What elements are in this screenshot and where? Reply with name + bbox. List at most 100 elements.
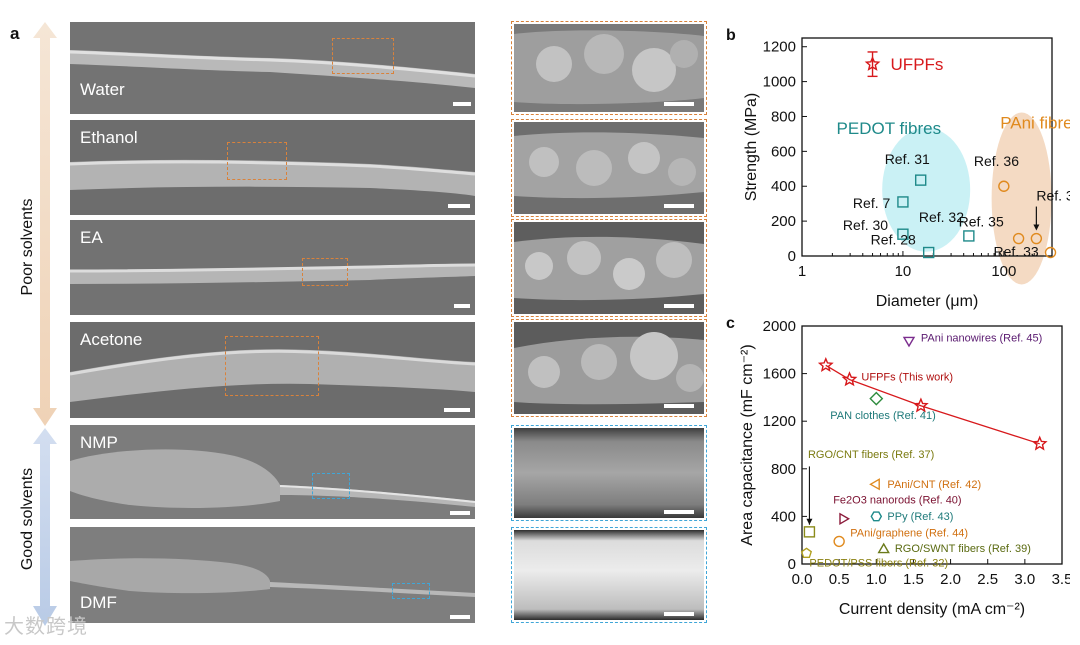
data-point — [800, 547, 813, 558]
panel-b-letter: b — [726, 27, 736, 44]
scale-bar — [450, 615, 470, 619]
zoom-region-box — [302, 258, 348, 286]
point-label: Ref. 28 — [871, 232, 916, 248]
point-label: Ref. 35 — [959, 214, 1004, 230]
sem-image-water: Water — [70, 22, 475, 114]
good-solvent-arrow — [33, 428, 57, 626]
data-point — [877, 542, 890, 554]
sem-image-dmf: DMF — [70, 527, 475, 623]
series-label: UFPFs (This work) — [861, 372, 953, 384]
series-pani-cnt-ref-42-: PAni/CNT (Ref. 42) — [869, 478, 981, 491]
scale-bar — [664, 404, 694, 408]
point-label: Ref. 36 — [974, 153, 1019, 169]
plot-frame — [801, 37, 1053, 257]
scale-bar — [454, 304, 470, 308]
point-label: Ref. 30 — [843, 217, 888, 233]
x-tick-label: 3.5 — [1052, 571, 1070, 588]
x-tick-label: 10 — [895, 263, 912, 280]
solvent-label: EA — [80, 228, 103, 247]
point-label: Ref. 32 — [919, 209, 964, 225]
fiber-texture — [70, 425, 475, 519]
data-point — [914, 174, 927, 186]
solvent-label: Water — [80, 80, 125, 99]
zoom-texture — [514, 428, 704, 518]
point-label: Ref. 34 — [1036, 188, 1070, 204]
data-point — [870, 511, 883, 522]
pani-fibres-label: PAni fibres — [1000, 114, 1070, 133]
zoom-texture — [514, 24, 704, 112]
series-pedot-pss-fibers-ref-32-: PEDOT/PSS fibers (Ref. 32) — [800, 547, 948, 569]
data-point — [1030, 232, 1043, 245]
x-axis-label: Current density (mA cm⁻²) — [839, 601, 1025, 618]
x-tick-label: 2.5 — [977, 571, 998, 588]
data-point — [817, 356, 834, 372]
x-tick-label: 1.5 — [903, 571, 924, 588]
x-tick-label: 100 — [991, 263, 1016, 280]
sem-image-ea: EA — [70, 220, 475, 315]
fiber-texture — [70, 322, 475, 418]
zoom-region-box — [312, 473, 350, 499]
data-point — [897, 228, 909, 240]
point-label: Ref. 31 — [885, 151, 930, 167]
data-point — [864, 55, 881, 71]
series-label: PAN clothes (Ref. 41) — [830, 410, 936, 422]
y-axis-label: Area capacitance (mF cm⁻²) — [739, 344, 756, 545]
zoom-image-acetone — [511, 319, 707, 417]
data-point — [833, 535, 845, 548]
x-tick-label: 1.0 — [866, 571, 887, 588]
data-point — [1031, 435, 1048, 451]
scale-bar — [664, 612, 694, 616]
x-tick-label: 0.5 — [829, 571, 850, 588]
series-ppy-ref-43-: PPy (Ref. 43) — [870, 511, 953, 523]
scale-bar — [450, 511, 470, 515]
data-point — [869, 478, 880, 491]
plot-frame — [801, 325, 1063, 565]
solvent-arrows — [33, 22, 57, 626]
pedot-region — [882, 127, 971, 252]
series-label: PAni/CNT (Ref. 42) — [887, 479, 981, 491]
y-tick-label: 400 — [771, 508, 796, 525]
y-tick-label: 1200 — [763, 39, 796, 56]
series-label: Fe2O3 nanorods (Ref. 40) — [833, 494, 961, 506]
y-tick-label: 200 — [771, 213, 796, 230]
series-label: RGO/SWNT fibers (Ref. 39) — [895, 543, 1031, 555]
scale-bar — [664, 304, 694, 308]
zoom-texture — [514, 530, 704, 620]
fiber-texture — [70, 527, 475, 623]
y-tick-label: 1200 — [763, 413, 796, 430]
x-axis-label: Diameter (μm) — [876, 293, 979, 310]
data-point — [998, 180, 1010, 192]
sem-image-nmp: NMP — [70, 425, 475, 519]
scale-bar — [444, 408, 470, 412]
zoom-image-dmf — [511, 527, 707, 623]
solvent-label: DMF — [80, 593, 117, 612]
series-rgo-cnt-fibers-ref-37-: RGO/CNT fibers (Ref. 37) — [803, 449, 934, 538]
zoom-texture — [514, 222, 704, 314]
pani-region — [991, 112, 1052, 285]
solvent-label: Acetone — [80, 330, 143, 349]
scale-bar — [453, 102, 471, 106]
zoom-region-box — [227, 142, 287, 180]
watermark-logo: 大数跨境 — [4, 616, 88, 638]
series-label: RGO/CNT fibers (Ref. 37) — [808, 449, 934, 461]
series-fe2o3-nanorods-ref-40-: Fe2O3 nanorods (Ref. 40) — [833, 494, 962, 526]
solvent-label: NMP — [80, 433, 118, 452]
series-pani-nanowires-ref-45-: PAni nanowires (Ref. 45) — [902, 332, 1042, 348]
y-tick-label: 400 — [771, 178, 796, 195]
x-tick-label: 0.0 — [792, 571, 813, 588]
capacitance-current-chart: c 0 400 800 1200 1600 2000 0.0 0.5 1.0 1.5 2.0 2.5 3.… — [726, 315, 1070, 618]
data-point — [869, 391, 884, 406]
ufpfs-label: UFPFs — [891, 55, 944, 74]
good-solvents-label: Good solvents — [19, 467, 36, 571]
series-pan-clothes-ref-41-: PAN clothes (Ref. 41) — [830, 391, 936, 422]
point-label: Ref. 33 — [994, 244, 1039, 260]
zoom-image-ethanol — [511, 119, 707, 217]
poor-solvents-label: Poor solvents — [19, 198, 36, 296]
ref-34-arrowhead — [1033, 224, 1040, 231]
zoom-image-ea — [511, 219, 707, 317]
data-point — [963, 230, 975, 242]
group-ufpfs — [864, 51, 881, 78]
solvent-label: Ethanol — [80, 128, 138, 147]
series-label: PEDOT/PSS fibers (Ref. 32) — [809, 557, 948, 569]
